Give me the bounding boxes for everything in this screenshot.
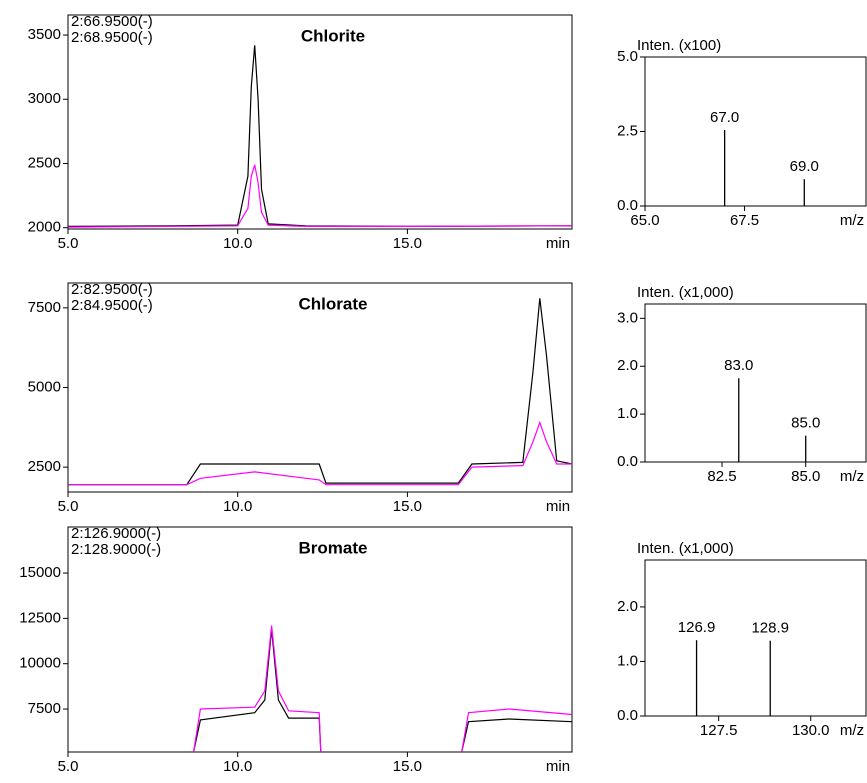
- x-axis-label: m/z: [840, 722, 864, 739]
- x-tick-label: 127.5: [700, 722, 738, 739]
- legend-entry: 2:68.9500(-): [71, 29, 153, 46]
- y-tick-label: 0.0: [617, 197, 638, 214]
- x-axis-label: min: [546, 498, 570, 515]
- y-axis-label: Inten. (x1,000): [637, 284, 734, 301]
- x-tick-label: 10.0: [223, 758, 252, 775]
- series-line: [193, 629, 573, 753]
- y-tick-label: 2500: [28, 154, 61, 171]
- x-axis-label: m/z: [840, 468, 864, 485]
- series-line: [68, 298, 573, 486]
- x-tick-label: 10.0: [223, 235, 252, 252]
- y-tick-label: 2.5: [617, 122, 638, 139]
- legend-entry: 2:84.9500(-): [71, 297, 153, 314]
- peak-label: 67.0: [710, 109, 739, 126]
- peak-label: 128.9: [751, 620, 789, 637]
- peak-label: 69.0: [790, 158, 819, 175]
- y-tick-label: 1.0: [617, 652, 638, 669]
- y-tick-label: 3.0: [617, 309, 638, 326]
- y-tick-label: 1.0: [617, 405, 638, 422]
- plot-frame: [67, 14, 573, 230]
- series-line: [67, 164, 573, 228]
- plot-frame: [644, 56, 867, 207]
- y-tick-label: 2000: [28, 219, 61, 236]
- series-line: [193, 625, 573, 753]
- plot-frame: [644, 303, 867, 463]
- x-tick-label: 82.5: [707, 468, 736, 485]
- y-tick-label: 2500: [28, 458, 61, 475]
- chart-title: Chlorate: [299, 294, 368, 313]
- y-tick-label: 10000: [19, 655, 61, 672]
- legend-entry: 2:128.9000(-): [71, 541, 161, 558]
- y-tick-label: 2.0: [617, 357, 638, 374]
- y-axis-label: Inten. (x1,000): [637, 540, 734, 557]
- x-tick-label: 67.5: [730, 212, 759, 229]
- y-tick-label: 5000: [28, 378, 61, 395]
- x-tick-label: 15.0: [393, 758, 422, 775]
- x-tick-label: 85.0: [791, 468, 820, 485]
- y-tick-label: 3500: [28, 26, 61, 43]
- y-tick-label: 0.0: [617, 453, 638, 470]
- chart-title: Chlorite: [301, 26, 365, 45]
- peak-label: 85.0: [791, 415, 820, 432]
- x-tick-label: 5.0: [58, 235, 79, 252]
- plot-frame: [67, 526, 573, 753]
- y-tick-label: 2.0: [617, 598, 638, 615]
- y-tick-label: 7500: [28, 299, 61, 316]
- x-tick-label: 15.0: [393, 498, 422, 515]
- y-tick-label: 0.0: [617, 707, 638, 724]
- plot-frame: [67, 282, 573, 493]
- x-axis-label: min: [546, 758, 570, 775]
- chart-title: Bromate: [299, 538, 368, 557]
- plot-frame: [644, 559, 867, 717]
- y-tick-label: 12500: [19, 609, 61, 626]
- y-tick-label: 3000: [28, 90, 61, 107]
- peak-label: 83.0: [724, 357, 753, 374]
- series-line: [68, 420, 572, 486]
- legend-entry: 2:66.9500(-): [71, 13, 153, 30]
- y-tick-label: 7500: [28, 700, 61, 717]
- peak-label: 126.9: [678, 619, 716, 636]
- x-axis-label: m/z: [840, 212, 864, 229]
- y-tick-label: 5.0: [617, 48, 638, 65]
- x-tick-label: 5.0: [58, 498, 79, 515]
- x-tick-label: 5.0: [58, 758, 79, 775]
- x-tick-label: 10.0: [223, 498, 252, 515]
- series-line: [67, 45, 573, 228]
- y-axis-label: Inten. (x100): [637, 37, 721, 54]
- x-axis-label: min: [546, 235, 570, 252]
- x-tick-label: 130.0: [792, 722, 830, 739]
- legend-entry: 2:82.9500(-): [71, 281, 153, 298]
- legend-entry: 2:126.9000(-): [71, 525, 161, 542]
- x-tick-label: 65.0: [630, 212, 659, 229]
- y-tick-label: 15000: [19, 564, 61, 581]
- x-tick-label: 15.0: [393, 235, 422, 252]
